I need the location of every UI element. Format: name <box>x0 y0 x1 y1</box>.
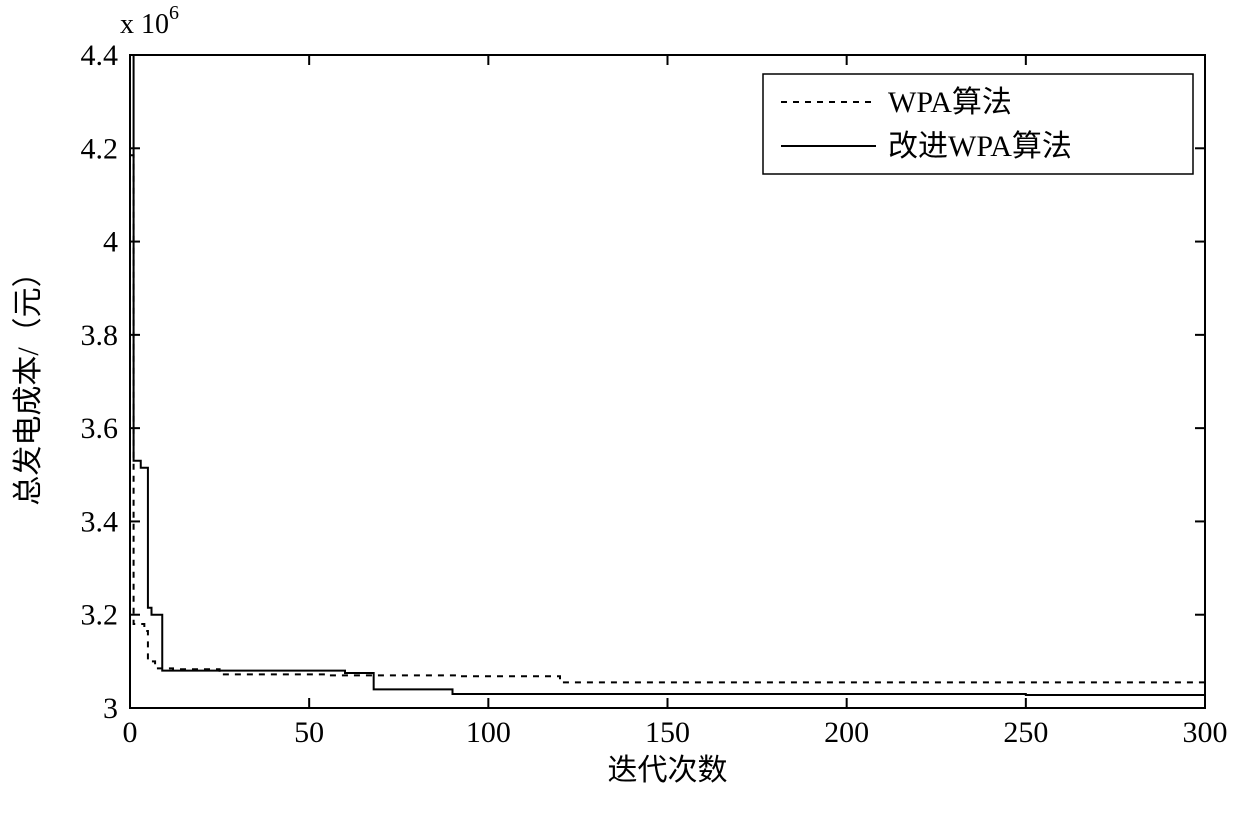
x-tick-label: 250 <box>1003 716 1048 749</box>
x-axis-label: 迭代次数 <box>608 754 728 787</box>
chart-container: 0 50 100 150 200 250 300 3 3.2 3.4 3.6 3.8 4 4.2 4.4x … <box>0 0 1240 814</box>
x-tick-label: 0 <box>123 716 138 749</box>
y-tick-label: 3.4 <box>81 505 119 538</box>
x-tick-label: 200 <box>824 716 869 749</box>
convergence-chart: 0 50 100 150 200 250 300 3 3.2 3.4 3.6 3.8 4 4.2 4.4x … <box>0 0 1240 814</box>
y-tick-label: 4.2 <box>81 132 119 165</box>
x-tick-label: 300 <box>1183 716 1228 749</box>
legend-label: 改进WPA算法 <box>888 130 1072 163</box>
y-axis-label: 总发电成本/（元） <box>12 257 45 505</box>
y-tick-label: 3.8 <box>81 319 119 352</box>
x-tick-label: 150 <box>645 716 690 749</box>
y-tick-label: 3.2 <box>81 599 119 632</box>
series-line <box>130 155 1205 682</box>
y-tick-label: 4 <box>103 226 118 259</box>
y-tick-label: 3 <box>103 692 118 725</box>
x-tick-label: 100 <box>466 716 511 749</box>
legend-label: WPA算法 <box>888 86 1012 119</box>
y-exponent: x 106 <box>120 2 179 40</box>
y-tick-label: 3.6 <box>81 412 119 445</box>
x-tick-label: 50 <box>294 716 324 749</box>
y-tick-label: 4.4 <box>81 39 119 72</box>
